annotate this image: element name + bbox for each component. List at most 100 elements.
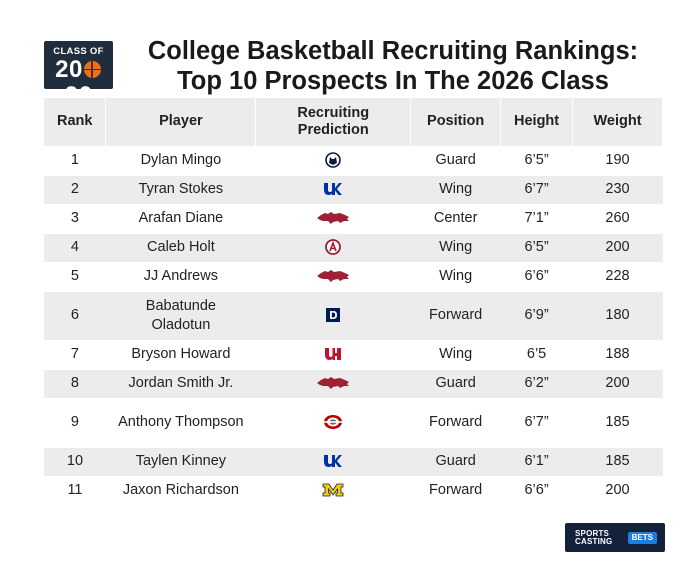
rank-cell: 11 [44,475,106,505]
table-row: 7 Bryson Howard Wing 6’5 188 [44,339,663,369]
arkansas-razorback-icon [317,377,350,390]
prediction-cell [255,232,411,262]
player-cell: Anthony Thompson [105,397,256,447]
player-cell: Jaxon Richardson [105,475,256,505]
rank-cell: 7 [44,339,106,369]
prediction-cell [255,203,411,233]
basketball-icon [83,61,101,78]
kentucky-uk-icon [324,183,343,196]
position-cell: Wing [410,174,501,204]
height-cell: 7’1” [500,203,573,233]
weight-cell: 260 [572,203,663,233]
weight-cell: 190 [572,145,663,175]
header-height: Height [500,98,574,146]
position-cell: Forward [410,397,501,447]
arkansas-razorback-icon [317,212,350,225]
height-cell: 6’6” [500,261,573,291]
player-cell: Jordan Smith Jr. [105,368,256,398]
logo-year: 2026 [44,57,113,89]
kentucky-uk-icon [324,455,343,468]
player-cell: Dylan Mingo [105,145,256,175]
table-row: 9 Anthony Thompson Forward 6’7” 185 [44,397,663,447]
height-cell: 6’1” [500,446,573,476]
uconn-husky-icon [325,152,342,168]
rank-cell: 10 [44,446,106,476]
prediction-cell [255,290,411,340]
weight-cell: 200 [572,475,663,505]
height-cell: 6’6” [500,475,573,505]
height-cell: 6’9” [500,290,573,340]
player-cell: Caleb Holt [105,232,256,262]
position-cell: Wing [410,339,501,369]
prediction-cell [255,174,411,204]
header-prediction: Recruiting Prediction [255,98,412,146]
footer-logo-text: SPORTS CASTING [575,530,612,546]
rankings-table: Rank Player Recruiting Prediction Positio… [44,98,663,505]
duke-d-icon [326,308,341,323]
rank-cell: 6 [44,290,106,340]
footer-logo-line-1: SPORTS [575,529,610,538]
table-row: 6 Babatunde Oladotun Forward 6’9” 180 [44,290,663,340]
alabama-a-icon [325,239,342,256]
weight-cell: 200 [572,232,663,262]
title-line-2: Top 10 Prospects In The 2026 Class [177,67,609,95]
weight-cell: 230 [572,174,663,204]
weight-cell: 200 [572,368,663,398]
table-row: 1 Dylan Mingo Guard 6’5” 190 [44,145,663,175]
player-cell: Tyran Stokes [105,174,256,204]
position-cell: Wing [410,261,501,291]
height-cell: 6’5” [500,232,573,262]
rank-cell: 4 [44,232,106,262]
table-row: 3 Arafan Diane Center 7’1” 260 [44,203,663,233]
header-weight: Weight [572,98,663,146]
header-prediction-line-2: Prediction [297,121,369,138]
weight-cell: 180 [572,290,663,340]
position-cell: Forward [410,475,501,505]
table-row: 4 Caleb Holt Wing 6’5” 200 [44,232,663,262]
position-cell: Wing [410,232,501,262]
footer-logo-line-2: CASTING [575,537,613,546]
rank-cell: 2 [44,174,106,204]
table-header-row: Rank Player Recruiting Prediction Positio… [44,98,663,146]
ohio-state-icon [324,415,343,430]
position-cell: Guard [410,368,501,398]
footer-bets-badge: BETS [627,532,657,544]
weight-cell: 188 [572,339,663,369]
position-cell: Forward [410,290,501,340]
table-row: 2 Tyran Stokes Wing 6’7” 230 [44,174,663,204]
header-position: Position [410,98,502,146]
prediction-cell [255,397,411,447]
position-cell: Guard [410,446,501,476]
rank-cell: 8 [44,368,106,398]
prediction-cell [255,368,411,398]
prediction-cell [255,446,411,476]
class-of-2026-logo: CLASS OF 2026 [44,41,113,89]
table-row: 11 Jaxon Richardson Forward 6’6” 200 [44,475,663,505]
player-cell: Bryson Howard [105,339,256,369]
header-player: Player [105,98,257,146]
logo-class-of-text: CLASS OF [53,46,104,57]
logo-year-left: 20 [55,56,83,83]
title-line-1: College Basketball Recruiting Rankings: [147,37,639,65]
header-rank: Rank [44,98,107,146]
table-row: 10 Taylen Kinney Guard 6’1” 185 [44,446,663,476]
weight-cell: 228 [572,261,663,291]
arkansas-razorback-icon [317,270,350,283]
rank-cell: 9 [44,397,106,447]
rank-cell: 3 [44,203,106,233]
player-cell: Arafan Diane [105,203,256,233]
prediction-cell [255,475,411,505]
page-title: College Basketball Recruiting Rankings: … [118,36,668,96]
height-cell: 6’7” [500,174,573,204]
rank-cell: 1 [44,145,106,175]
table-row: 5 JJ Andrews Wing 6’6” 228 [44,261,663,291]
sportscasting-bets-logo: SPORTS CASTING BETS [565,523,665,552]
player-cell: Babatunde Oladotun [105,290,256,340]
rank-cell: 5 [44,261,106,291]
logo-year-right: 26 [65,82,93,90]
player-cell: JJ Andrews [105,261,256,291]
height-cell: 6’5” [500,145,573,175]
prediction-cell [255,145,411,175]
height-cell: 6’7” [500,397,573,447]
houston-uh-icon [325,348,342,361]
